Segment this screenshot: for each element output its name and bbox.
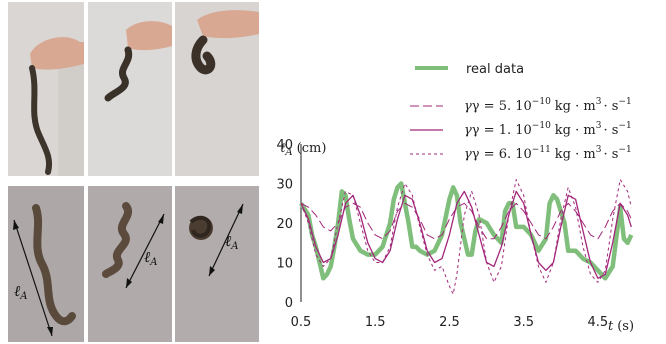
length-label: ℓA <box>14 282 27 302</box>
y-tick-label: 20 <box>276 217 293 232</box>
photo-bottom-1: ℓA <box>8 186 84 342</box>
legend: real data γγ = 5. 10−10 kg · m3 · s−1 γγ =… <box>410 62 632 162</box>
legend-label-gamma-5e-10: γγ = 5. 10−10 kg · m3 · s−1 <box>464 97 632 114</box>
photo-top-3 <box>175 2 259 176</box>
x-tick-label: 3.5 <box>513 315 534 330</box>
series-layer <box>299 179 634 295</box>
y-tick-label: 40 <box>276 138 293 153</box>
length-label: ℓA <box>225 232 238 252</box>
length-vs-time-chart: 0 10 20 30 40 0.5 1.5 2.5 3.5 4.5 ℓA (cm) t (s) rea… <box>276 62 634 334</box>
photo-bottom-2: ℓA <box>88 186 172 342</box>
legend-label-gamma-6e-11: γγ = 6. 10−11 kg · m3 · s−1 <box>464 145 632 162</box>
ticks-layer: 0 10 20 30 40 0.5 1.5 2.5 3.5 4.5 <box>276 138 608 330</box>
x-tick-label: 2.5 <box>439 315 460 330</box>
photo-top-1 <box>8 2 84 176</box>
length-arrow <box>13 219 53 337</box>
x-axis-label: t (s) <box>608 319 634 334</box>
y-tick-label: 10 <box>276 257 293 272</box>
x-tick-label: 0.5 <box>291 315 312 330</box>
x-tick-label: 4.5 <box>588 315 609 330</box>
y-tick-label: 30 <box>276 178 293 193</box>
length-arrow <box>208 203 244 277</box>
series-line-2 <box>300 190 632 279</box>
length-arrow <box>125 213 165 289</box>
photo-top-2 <box>88 2 172 176</box>
y-axis-label: ℓA (cm) <box>280 141 326 158</box>
length-label: ℓA <box>144 248 157 268</box>
photo-bottom-3: ℓA <box>175 186 259 342</box>
legend-label-real: real data <box>466 62 524 77</box>
y-tick-label: 0 <box>285 296 293 311</box>
legend-label-gamma-1e-10: γγ = 1. 10−10 kg · m3 · s−1 <box>464 121 632 138</box>
series-line-3 <box>300 179 632 295</box>
series-line-0 <box>299 181 634 281</box>
x-tick-label: 1.5 <box>365 315 386 330</box>
